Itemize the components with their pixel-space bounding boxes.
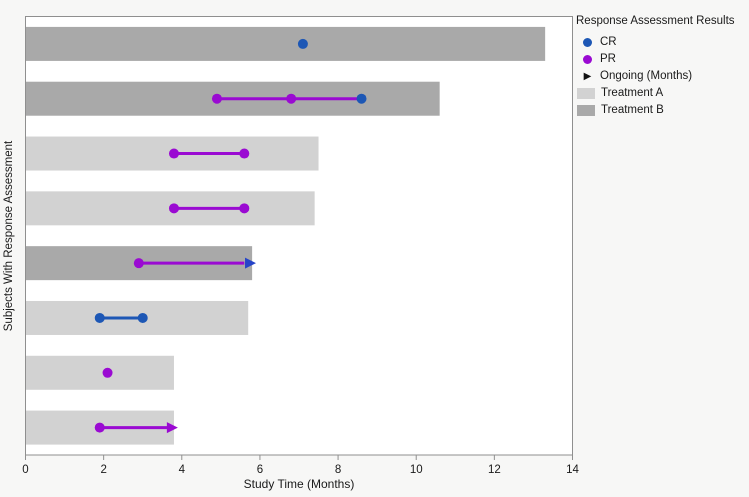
treatment-bar bbox=[25, 355, 174, 390]
treatment-bar bbox=[25, 26, 546, 61]
legend-item-cr: CR bbox=[576, 34, 735, 51]
legend: Response Assessment Results CR PR ▶ Ongo… bbox=[576, 13, 735, 119]
ongoing-arrow-marker bbox=[245, 257, 257, 269]
ongoing-arrow-icon: ▶ bbox=[583, 70, 592, 82]
pr-marker-icon bbox=[576, 55, 599, 64]
pr-marker bbox=[286, 93, 297, 104]
plot-frame bbox=[25, 16, 573, 456]
cr-marker bbox=[94, 312, 105, 323]
cr-marker bbox=[137, 312, 148, 323]
x-tick-label: 14 bbox=[566, 464, 579, 476]
legend-item-treatment-a: Treatment A bbox=[576, 85, 735, 102]
legend-item-label: CR bbox=[600, 36, 617, 48]
x-tick-label: 4 bbox=[179, 464, 186, 476]
pr-marker bbox=[168, 148, 179, 159]
pr-marker bbox=[94, 422, 105, 433]
treatment-a-swatch-icon bbox=[576, 88, 600, 99]
legend-title: Response Assessment Results bbox=[576, 15, 735, 27]
legend-item-pr: PR bbox=[576, 51, 735, 68]
cr-marker bbox=[356, 93, 367, 104]
x-axis-label: Study Time (Months) bbox=[243, 477, 355, 491]
x-tick-label: 8 bbox=[335, 464, 341, 476]
x-tick-label: 2 bbox=[100, 464, 106, 476]
legend-item-label: Ongoing (Months) bbox=[600, 70, 693, 82]
pr-marker bbox=[133, 258, 144, 269]
legend-item-label: PR bbox=[600, 53, 616, 65]
cr-marker bbox=[297, 38, 308, 49]
treatment-b-swatch-icon bbox=[576, 105, 600, 116]
cr-marker-icon bbox=[576, 38, 599, 47]
pr-marker bbox=[168, 203, 179, 214]
legend-item-treatment-b: Treatment B bbox=[576, 102, 735, 119]
pr-marker bbox=[211, 93, 222, 104]
x-tick-label: 0 bbox=[22, 464, 28, 476]
x-tick-label: 10 bbox=[410, 464, 423, 476]
pr-marker bbox=[102, 367, 113, 378]
legend-item-label: Treatment B bbox=[601, 104, 664, 116]
pr-marker bbox=[239, 203, 250, 214]
ongoing-arrow-marker bbox=[166, 422, 178, 434]
x-tick-label: 12 bbox=[488, 464, 501, 476]
legend-item-label: Treatment A bbox=[601, 87, 664, 99]
pr-marker bbox=[239, 148, 250, 159]
x-tick-label: 6 bbox=[257, 464, 263, 476]
y-axis-label: Subjects With Response Assessment bbox=[3, 140, 15, 332]
legend-item-ongoing: ▶ Ongoing (Months) bbox=[576, 68, 735, 85]
